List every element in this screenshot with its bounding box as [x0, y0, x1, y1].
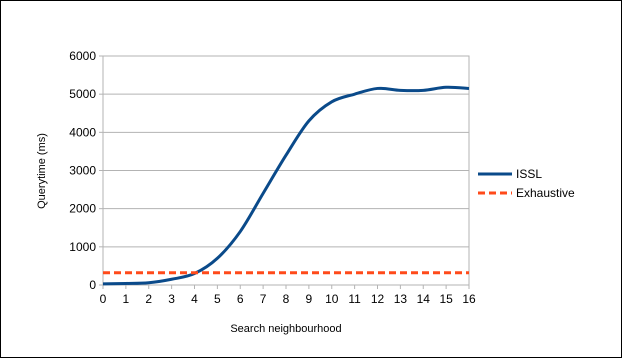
grid-lines: [103, 55, 469, 248]
x-tick-label: 3: [168, 292, 175, 306]
y-tick-label: 2000: [69, 202, 96, 216]
x-axis-label: Search neighbourhood: [230, 323, 341, 335]
y-tick-label: 6000: [69, 49, 96, 63]
series-line-issl: [102, 85, 470, 286]
x-tick-label: 2: [145, 292, 152, 306]
x-tick-label: 7: [260, 292, 267, 306]
x-tick-label: 11: [348, 292, 361, 306]
legend: ISSL Exhaustive: [478, 167, 575, 200]
x-tick-label: 15: [439, 292, 453, 306]
x-axis-ticks: 0 1 2 3 4 5 6 7 8 9 10 11 12 13 14 15 16: [100, 285, 476, 306]
x-tick-label: 16: [462, 292, 476, 306]
y-tick-label: 4000: [69, 125, 96, 139]
x-tick-label: 9: [306, 292, 313, 306]
legend-label-issl: ISSL: [516, 167, 542, 181]
legend-label-exhaustive: Exhaustive: [516, 186, 575, 200]
x-tick-label: 8: [283, 292, 290, 306]
x-tick-label: 0: [100, 292, 107, 306]
x-tick-label: 14: [417, 292, 431, 306]
y-tick-label: 1000: [69, 240, 96, 254]
x-tick-label: 4: [191, 292, 198, 306]
x-tick-label: 5: [214, 292, 221, 306]
y-tick-label: 3000: [69, 164, 96, 178]
y-tick-label: 5000: [69, 87, 96, 101]
x-tick-label: 10: [325, 292, 339, 306]
y-axis-ticks: 0 1000 2000 3000 4000 5000 6000: [69, 49, 103, 292]
y-tick-label: 0: [89, 278, 96, 292]
x-tick-label: 13: [394, 292, 408, 306]
x-tick-label: 1: [123, 292, 130, 306]
x-tick-label: 12: [371, 292, 385, 306]
y-axis-label: Querytime (ms): [36, 133, 48, 209]
x-tick-label: 6: [237, 292, 244, 306]
series-lines: [102, 85, 470, 286]
